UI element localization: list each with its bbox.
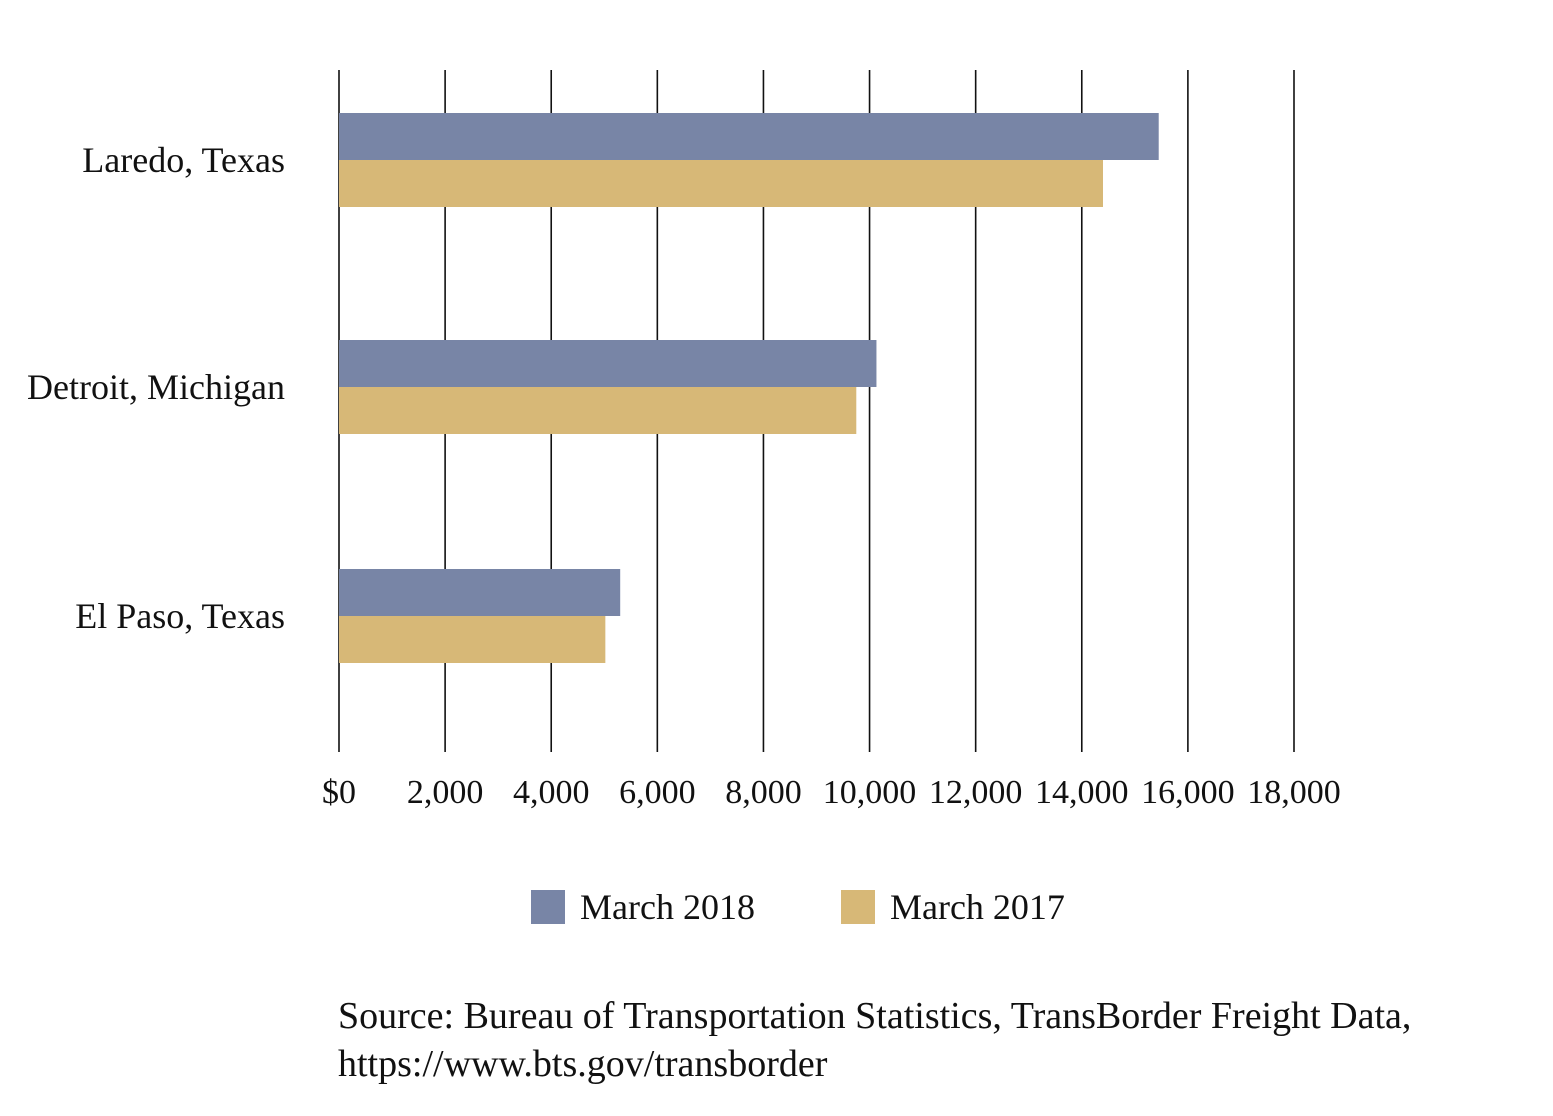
bars — [339, 113, 1159, 663]
x-tick-label-6000: 6,000 — [619, 774, 696, 811]
bar-detroit-michigan-march-2018 — [339, 340, 877, 387]
legend-label-march-2018: March 2018 — [580, 887, 755, 927]
x-tick-label-10000: 10,000 — [823, 774, 917, 811]
x-tick-label-2000: 2,000 — [407, 774, 484, 811]
source-note: Source: Bureau of Transportation Statist… — [338, 992, 1411, 1088]
legend: March 2018 March 2017 — [531, 886, 1151, 928]
category-label-laredo-texas: Laredo, Texas — [82, 140, 285, 180]
legend-item-march-2018: March 2018 — [531, 886, 755, 928]
source-line-1: Source: Bureau of Transportation Statist… — [338, 995, 1412, 1037]
bar-laredo-texas-march-2017 — [339, 160, 1103, 207]
source-line-2: https://www.bts.gov/transborder — [338, 1043, 828, 1085]
bar-detroit-michigan-march-2017 — [339, 387, 857, 434]
x-tick-label-18000: 18,000 — [1247, 774, 1341, 811]
x-tick-label-8000: 8,000 — [725, 774, 802, 811]
bar-el-paso-texas-march-2017 — [339, 616, 606, 663]
legend-swatch-march-2018 — [531, 890, 565, 924]
bar-chart: Laredo, Texas Detroit, Michigan El Paso, T… — [27, 70, 1341, 811]
bar-el-paso-texas-march-2018 — [339, 569, 621, 616]
category-label-el-paso-texas: El Paso, Texas — [75, 596, 285, 636]
x-axis-tick-labels: $0 2,000 4,000 6,000 8,000 10,000 12,000 14,000… — [322, 774, 1341, 811]
x-tick-label-14000: 14,000 — [1035, 774, 1129, 811]
x-tick-label-0: $0 — [322, 774, 356, 811]
legend-swatch-march-2017 — [840, 890, 875, 924]
category-labels: Laredo, Texas Detroit, Michigan El Paso, T… — [27, 140, 285, 636]
category-label-detroit-michigan: Detroit, Michigan — [27, 367, 285, 407]
legend-label-march-2017: March 2017 — [889, 887, 1065, 927]
legend-item-march-2017: March 2017 — [840, 886, 1065, 928]
bar-laredo-texas-march-2018 — [339, 113, 1159, 160]
x-tick-label-12000: 12,000 — [929, 774, 1023, 811]
x-tick-label-16000: 16,000 — [1141, 774, 1235, 811]
x-tick-label-4000: 4,000 — [513, 774, 590, 811]
